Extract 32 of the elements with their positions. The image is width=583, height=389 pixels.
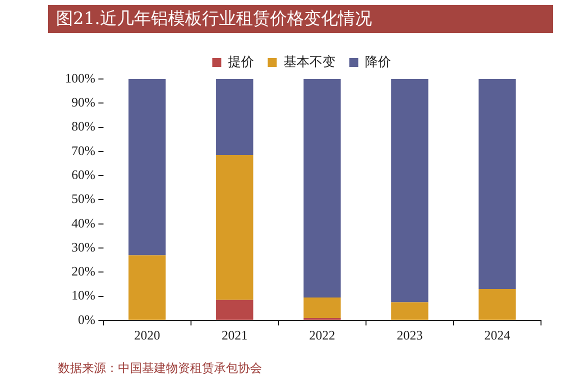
legend-label: 降价 (364, 54, 391, 70)
bar (391, 79, 428, 302)
bar (478, 79, 516, 290)
y-tick-label: 90% (71, 94, 96, 110)
y-tick-label: 10% (71, 288, 96, 303)
bar (304, 79, 341, 298)
bar (391, 302, 428, 320)
y-tick-label: 70% (71, 142, 96, 158)
chart-title: 图21.近几年铝模板行业租赁价格变化情况 (48, 5, 553, 33)
x-tick-label: 2021 (222, 328, 248, 343)
legend-label: 提价 (228, 54, 254, 70)
x-tick-label: 2020 (134, 328, 160, 343)
x-tick-label: 2022 (309, 328, 336, 343)
y-tick-label: 0% (78, 312, 96, 327)
y-tick-label: 20% (71, 264, 96, 279)
y-tick-label: 100% (64, 70, 96, 86)
y-tick-label: 60% (71, 166, 96, 182)
bar (216, 155, 254, 300)
x-tick-label: 2023 (396, 328, 423, 343)
bar (128, 255, 166, 320)
source-note: 数据来源：中国基建物资租赁承包协会 (58, 360, 262, 377)
bar (304, 297, 341, 318)
y-tick-label: 80% (71, 118, 96, 134)
x-tick-label: 2024 (484, 328, 511, 343)
bar (478, 289, 516, 320)
bar (128, 79, 166, 256)
y-tick-label: 50% (71, 191, 96, 206)
legend-label: 基本不变 (283, 54, 336, 70)
y-tick-label: 40% (71, 215, 96, 230)
bar (216, 300, 254, 320)
y-tick-label: 30% (71, 239, 96, 254)
bar (216, 79, 254, 156)
